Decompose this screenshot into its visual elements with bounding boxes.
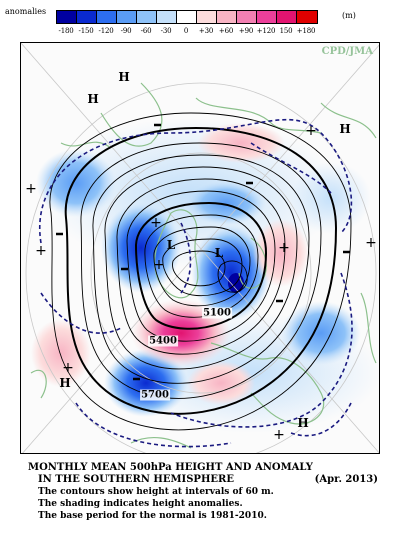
- contour-label: 5700: [140, 389, 170, 401]
- plus-marker: +: [273, 427, 285, 443]
- legend-swatch: [277, 11, 297, 23]
- legend-tick: 150: [279, 27, 293, 35]
- plus-marker: +: [305, 123, 317, 139]
- caption-subtitle: IN THE SOUTHERN HEMISPHERE: [38, 474, 234, 485]
- contour-label: 5100: [202, 307, 232, 319]
- zero-anomaly-lines: [38, 118, 353, 448]
- plus-marker: +: [62, 360, 74, 376]
- legend-tick: -30: [160, 27, 172, 35]
- legend-swatch: [197, 11, 217, 23]
- legend-tick: -150: [78, 27, 94, 35]
- plus-marker: +: [365, 235, 377, 251]
- legend-swatch: [177, 11, 197, 23]
- legend-tick: -90: [120, 27, 132, 35]
- legend-title: anomalies: [5, 7, 47, 16]
- plus-marker: +: [35, 243, 47, 259]
- legend-swatch: [297, 11, 317, 23]
- anomaly-shading: [31, 118, 379, 433]
- legend-swatch: [217, 11, 237, 23]
- legend-swatch: [117, 11, 137, 23]
- color-scale-bar: [56, 10, 318, 24]
- legend-swatch: [97, 11, 117, 23]
- anomaly-legend: anomalies (m) -180 -150 -120 -90 -60 -30 0 +30 +…: [0, 0, 400, 46]
- legend-swatch: [137, 11, 157, 23]
- legend-tick-labels: -180 -150 -120 -90 -60 -30 0 +30 +60 +90 +120 150 +1…: [56, 27, 336, 37]
- coastlines: [30, 82, 377, 449]
- legend-swatch: [237, 11, 257, 23]
- caption-date: (Apr. 2013): [314, 474, 378, 485]
- legend-swatch: [257, 11, 277, 23]
- high-pressure-label: H: [118, 70, 130, 84]
- map-canvas: [21, 43, 379, 453]
- hemisphere-map: CPD/JMA H H H H H L L 5100 5400 5700 + +…: [20, 42, 380, 454]
- plus-marker: +: [278, 240, 290, 256]
- legend-swatch: [77, 11, 97, 23]
- plus-marker: +: [153, 257, 165, 273]
- figure-caption: MONTHLY MEAN 500hPa HEIGHT AND ANOMALY I…: [28, 462, 378, 522]
- legend-tick: +120: [256, 27, 276, 35]
- low-pressure-label: L: [214, 246, 224, 260]
- credit-label: CPD/JMA: [321, 46, 373, 57]
- legend-units: (m): [342, 11, 356, 20]
- high-pressure-label: H: [339, 122, 351, 136]
- plus-marker: +: [25, 181, 37, 197]
- caption-note: The contours show height at intervals of…: [38, 487, 274, 497]
- legend-tick: -180: [58, 27, 74, 35]
- caption-note: The shading indicates height anomalies.: [38, 499, 243, 509]
- caption-title: MONTHLY MEAN 500hPa HEIGHT AND ANOMALY: [28, 462, 313, 473]
- high-pressure-label: H: [297, 416, 309, 430]
- height-contours: [49, 112, 352, 431]
- contour-label: 5400: [148, 335, 178, 347]
- legend-swatch: [57, 11, 77, 23]
- legend-tick: +90: [238, 27, 254, 35]
- high-pressure-label: H: [59, 376, 71, 390]
- plus-marker: +: [150, 215, 162, 231]
- high-pressure-label: H: [87, 92, 99, 106]
- low-pressure-label: L: [166, 238, 176, 252]
- graticule: [21, 43, 379, 453]
- legend-swatch: [157, 11, 177, 23]
- legend-tick: +30: [198, 27, 214, 35]
- legend-tick: -60: [140, 27, 152, 35]
- caption-note: The base period for the normal is 1981-2…: [38, 511, 267, 521]
- legend-tick: 0: [183, 27, 189, 35]
- legend-tick: +60: [218, 27, 234, 35]
- trough-marks: [56, 123, 350, 381]
- legend-tick: +180: [296, 27, 316, 35]
- legend-tick: -120: [98, 27, 114, 35]
